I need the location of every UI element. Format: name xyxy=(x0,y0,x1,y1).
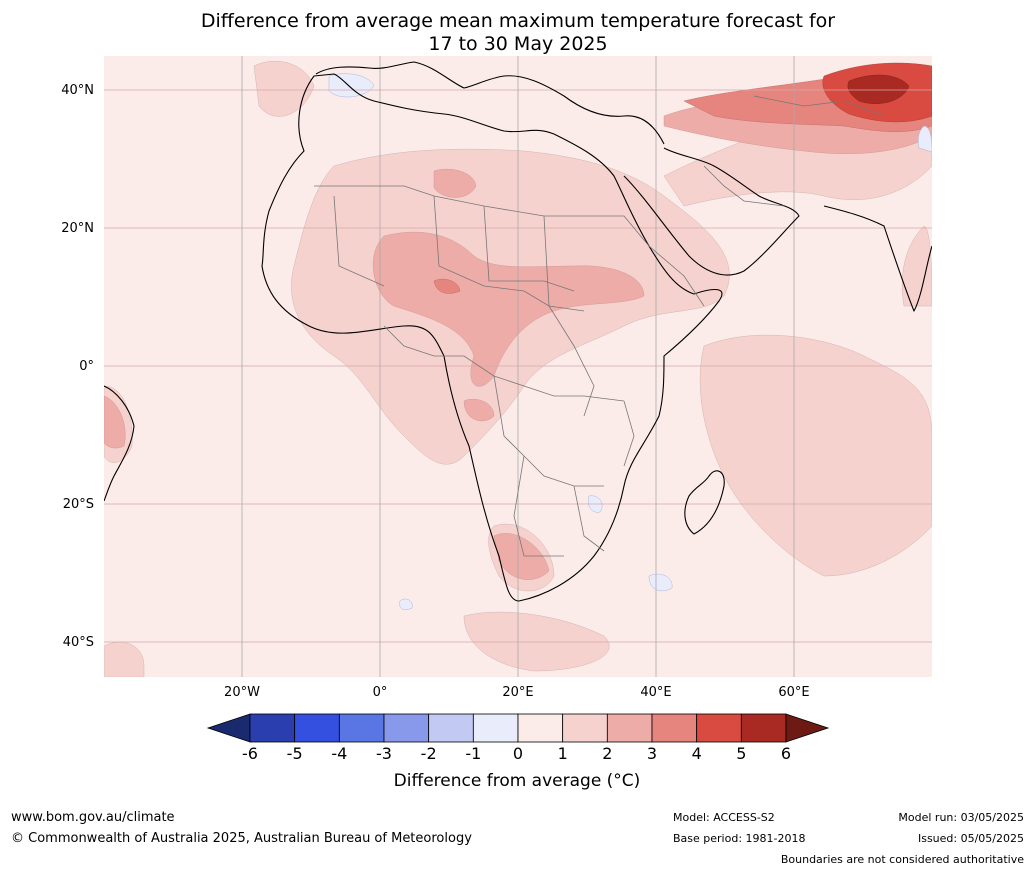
colorbar-segment xyxy=(562,713,608,743)
colorbar-tick-label: 6 xyxy=(780,744,792,763)
colorbar-segment xyxy=(740,713,787,743)
lat-label-40n: 40°N xyxy=(61,83,94,98)
lon-label-60e: 60°E xyxy=(778,685,810,700)
forecast-map[interactable] xyxy=(104,56,932,677)
model-text: Model: ACCESS-S2 xyxy=(673,811,775,824)
colorbar-extend-low xyxy=(206,713,251,743)
copyright-text: © Commonwealth of Australia 2025, Austra… xyxy=(11,831,472,846)
colorbar-segment xyxy=(696,713,742,743)
title-line-2: 17 to 30 May 2025 xyxy=(428,33,608,55)
lat-label-20s: 20°S xyxy=(62,497,94,512)
colorbar-tick-label: 5 xyxy=(736,744,747,763)
colorbar-segment xyxy=(517,713,564,743)
map-title: Difference from average mean maximum tem… xyxy=(104,10,932,56)
colorbar xyxy=(206,713,830,743)
colorbar-tick-label: -1 xyxy=(465,744,482,763)
colorbar-tick-label: -4 xyxy=(331,744,348,763)
colorbar-tick-label: 0 xyxy=(512,744,524,763)
colorbar-tick-label: 4 xyxy=(691,744,702,763)
lon-label-20e: 20°E xyxy=(502,685,534,700)
colorbar-tick-label: -6 xyxy=(242,744,258,763)
lon-label-40e: 40°E xyxy=(640,685,672,700)
model-run-text: Model run: 03/05/2025 xyxy=(898,811,1024,824)
colorbar-segment xyxy=(383,713,430,743)
colorbar-segment xyxy=(606,713,653,743)
website-link[interactable]: www.bom.gov.au/climate xyxy=(11,810,175,825)
issued-text: Issued: 05/05/2025 xyxy=(917,832,1024,845)
boundaries-note: Boundaries are not considered authoritat… xyxy=(780,853,1024,866)
colorbar-segment xyxy=(294,713,340,743)
colorbar-label: Difference from average (°C) xyxy=(393,771,641,791)
lat-label-40s: 40°S xyxy=(62,635,94,650)
colorbar-tick-label: 2 xyxy=(602,744,613,763)
lon-label-0: 0° xyxy=(372,685,388,700)
colorbar-segment xyxy=(249,713,296,743)
title-line-1: Difference from average mean maximum tem… xyxy=(200,10,836,32)
lat-label-20n: 20°N xyxy=(61,221,94,236)
lon-label-20w: 20°W xyxy=(224,685,260,700)
colorbar-tick-label: 3 xyxy=(646,744,658,763)
colorbar-tick-label: 1 xyxy=(557,744,568,763)
lat-label-0: 0° xyxy=(79,359,94,374)
colorbar-segment xyxy=(428,713,474,743)
colorbar-segment xyxy=(651,713,698,743)
colorbar-extend-high xyxy=(785,713,830,743)
colorbar-tick-label: -3 xyxy=(376,744,392,763)
colorbar-segment xyxy=(472,713,519,743)
base-period-text: Base period: 1981-2018 xyxy=(673,832,806,845)
colorbar-segment xyxy=(338,713,385,743)
colorbar-tick-label: -5 xyxy=(286,744,303,763)
colorbar-tick-label: -2 xyxy=(420,744,437,763)
